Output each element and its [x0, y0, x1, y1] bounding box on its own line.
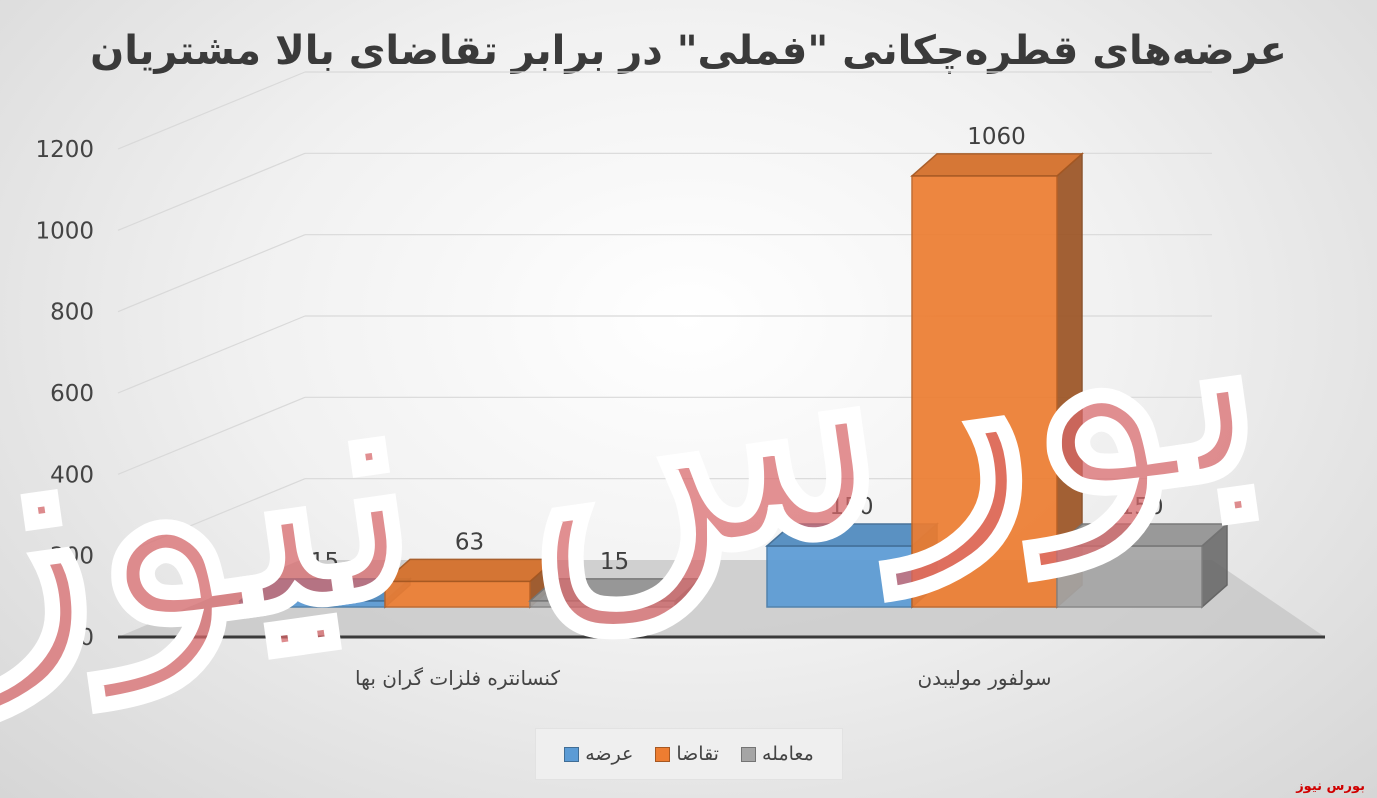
y-tick-label: 0 — [79, 625, 94, 651]
legend-swatch — [655, 746, 671, 762]
y-tick-label: 1200 — [35, 137, 94, 163]
gridline-diagonal — [117, 478, 306, 557]
bar — [1056, 545, 1203, 608]
legend-item: تقاضا — [655, 743, 719, 765]
bar — [529, 600, 676, 608]
y-tick-label: 1000 — [35, 218, 94, 244]
data-label: 15 — [600, 549, 629, 575]
y-tick-label: 600 — [50, 381, 94, 407]
y-tick-label: 200 — [50, 544, 94, 570]
data-label: 63 — [455, 529, 484, 555]
data-label: 150 — [830, 494, 874, 520]
y-tick-label: 800 — [50, 300, 94, 326]
source-tag: بورس نیوز — [1296, 779, 1365, 794]
bar — [766, 545, 913, 608]
bar — [384, 580, 531, 608]
legend-label: تقاضا — [676, 743, 719, 765]
legend: عرضه تقاضا معامله — [535, 728, 843, 780]
legend-label: معامله — [761, 743, 814, 765]
category-label: کنسانتره فلزات گران بها — [355, 666, 560, 690]
legend-swatch — [564, 746, 580, 762]
gridline-diagonal — [117, 315, 306, 394]
data-label: 1060 — [967, 124, 1026, 150]
legend-swatch — [740, 746, 756, 762]
gridline-diagonal — [117, 71, 306, 150]
bar — [239, 600, 386, 608]
chart-title: عرضه‌های قطره‌چکانی "فملی" در برابر تقاض… — [90, 28, 1287, 74]
data-label: 15 — [310, 549, 339, 575]
y-tick-label: 400 — [50, 462, 94, 488]
bar-top — [1055, 523, 1229, 547]
bar-top — [910, 153, 1084, 177]
legend-item: عرضه — [564, 743, 633, 765]
gridline-diagonal — [117, 396, 306, 475]
data-label: 150 — [1120, 494, 1164, 520]
legend-label: عرضه — [585, 743, 634, 765]
bar-top — [528, 578, 702, 602]
category-label: سولفور مولیبدن — [917, 666, 1051, 690]
bar-top — [383, 558, 557, 583]
gridline-diagonal — [117, 234, 306, 313]
gridline-diagonal — [117, 152, 306, 231]
bar — [911, 175, 1058, 608]
legend-item: معامله — [740, 743, 814, 765]
watermark-logo: بورس نیوز — [0, 187, 1284, 733]
